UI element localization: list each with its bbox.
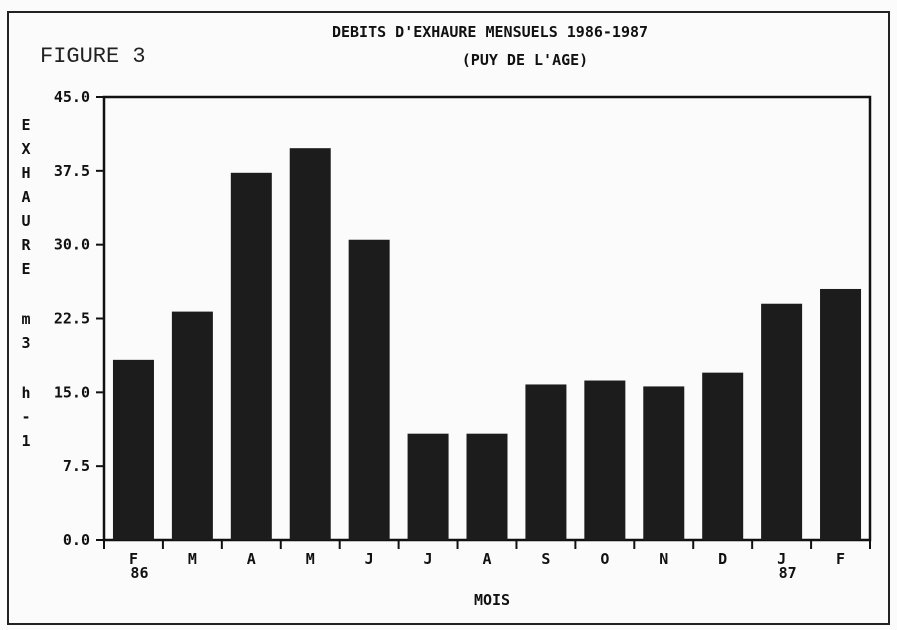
y-axis-title-char: E <box>21 260 30 278</box>
x-axis-title: MOIS <box>474 591 510 609</box>
bar <box>643 386 685 540</box>
y-axis-title-char: 3 <box>21 334 30 352</box>
figure-label: FIGURE 3 <box>40 44 146 69</box>
y-axis-title-char: A <box>21 188 30 206</box>
y-axis-title-char: R <box>21 236 31 254</box>
bar <box>466 433 508 540</box>
y-axis-title-char: - <box>21 408 30 426</box>
bar <box>171 311 213 540</box>
x-tick-label: J <box>424 550 433 568</box>
x-tick-label: O <box>600 550 609 568</box>
y-axis-title-char: h <box>21 384 30 402</box>
bar <box>289 148 331 541</box>
y-tick-label: 15.0 <box>54 383 90 401</box>
bar <box>584 380 626 540</box>
bar <box>525 384 567 540</box>
y-axis-title-char: X <box>21 140 30 158</box>
x-tick-year-label: 86 <box>130 564 148 582</box>
x-tick-label: S <box>541 550 550 568</box>
bar <box>230 172 272 540</box>
bar <box>407 433 449 540</box>
x-tick-label: N <box>659 550 668 568</box>
y-axis-title-char: H <box>21 164 30 182</box>
x-tick-label: J <box>777 550 786 568</box>
x-tick-label: A <box>247 550 256 568</box>
x-tick-label: D <box>718 550 727 568</box>
x-tick-label: F <box>129 550 138 568</box>
chart-subtitle: (PUY DE L'AGE) <box>462 51 588 69</box>
plot-area: 0.07.515.022.530.037.545.0EXHAUREm3h-1F8… <box>21 88 872 582</box>
figure-frame <box>7 11 890 625</box>
y-tick-label: 0.0 <box>63 531 90 549</box>
y-axis-title-char: E <box>21 116 30 134</box>
bar <box>702 372 744 540</box>
bar <box>112 359 154 540</box>
y-axis-title-char: m <box>21 310 30 328</box>
y-tick-label: 45.0 <box>54 88 90 106</box>
x-tick-year-label: 87 <box>779 564 797 582</box>
y-tick-label: 7.5 <box>63 457 90 475</box>
x-tick-label: M <box>188 550 197 568</box>
y-tick-label: 37.5 <box>54 162 90 180</box>
y-tick-label: 30.0 <box>54 236 90 254</box>
x-tick-label: M <box>306 550 315 568</box>
y-axis-title-char: 1 <box>21 432 30 450</box>
bar <box>761 303 803 540</box>
y-tick-label: 22.5 <box>54 310 90 328</box>
bar <box>820 288 862 540</box>
x-tick-label: J <box>365 550 374 568</box>
x-tick-label: F <box>836 550 845 568</box>
chart-title: DEBITS D'EXHAURE MENSUELS 1986-1987 <box>332 23 648 41</box>
bar <box>348 239 390 540</box>
y-axis-title-char: U <box>21 212 30 230</box>
x-tick-label: A <box>482 550 491 568</box>
